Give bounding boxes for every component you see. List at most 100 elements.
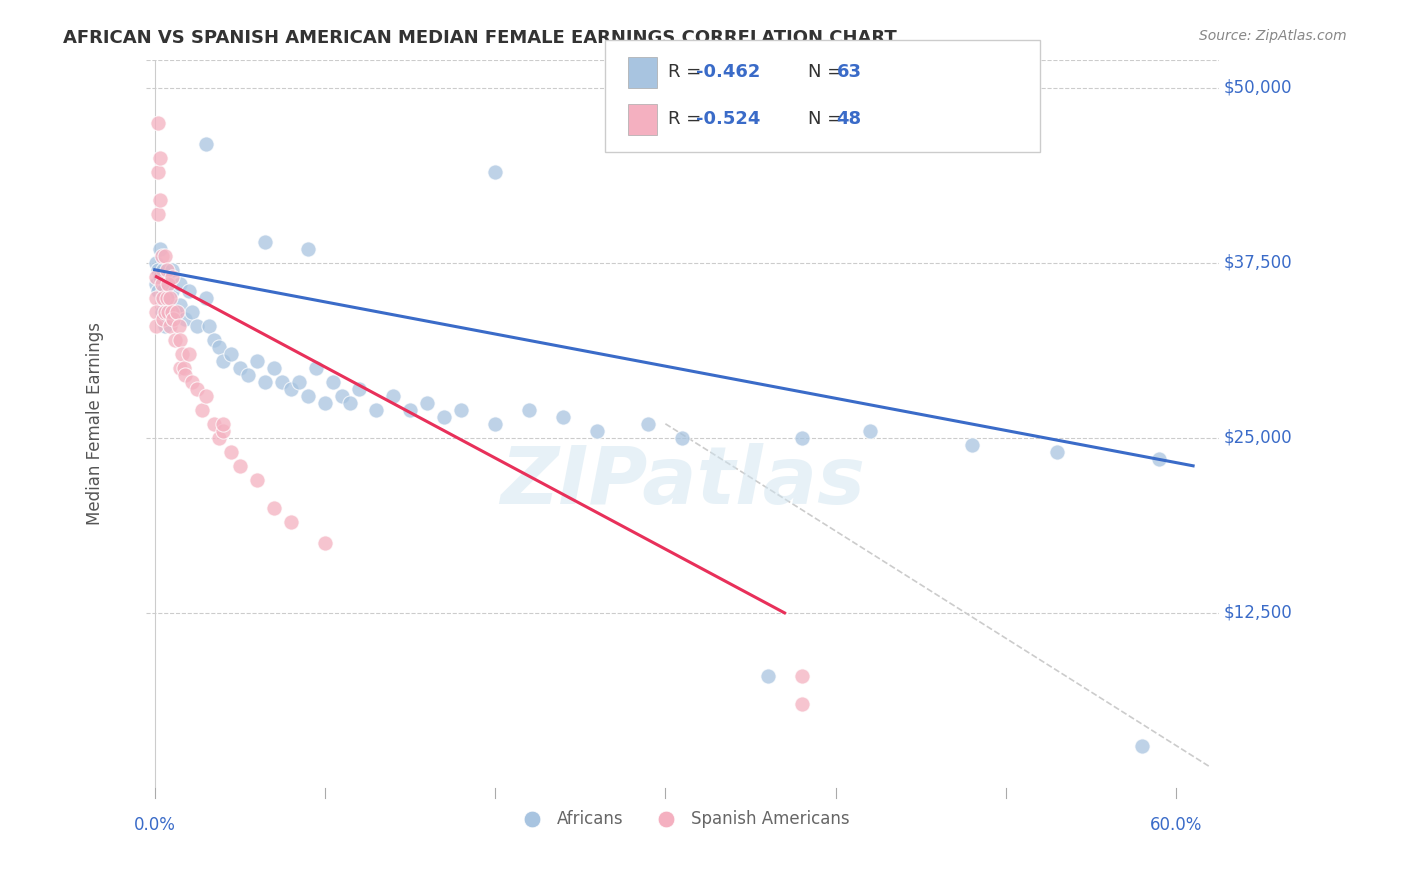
- Point: [169, 360, 191, 375]
- Text: -0.524: -0.524: [696, 111, 761, 128]
- Point: [170, 347, 193, 361]
- Point: [156, 291, 179, 305]
- Point: [416, 396, 439, 410]
- Point: [149, 242, 172, 256]
- Point: [145, 256, 167, 270]
- Point: [157, 304, 180, 318]
- Point: [297, 242, 319, 256]
- Point: [671, 431, 693, 445]
- Point: [399, 402, 422, 417]
- Point: [305, 360, 328, 375]
- Point: [145, 269, 167, 284]
- Point: [174, 368, 197, 382]
- Point: [280, 382, 302, 396]
- Point: [149, 151, 172, 165]
- Point: [159, 318, 181, 333]
- Point: [254, 375, 277, 389]
- Point: [165, 304, 187, 318]
- Point: [160, 304, 183, 318]
- Point: [156, 291, 179, 305]
- Point: [790, 697, 813, 711]
- Point: [1130, 739, 1153, 753]
- Text: AFRICAN VS SPANISH AMERICAN MEDIAN FEMALE EARNINGS CORRELATION CHART: AFRICAN VS SPANISH AMERICAN MEDIAN FEMAL…: [63, 29, 897, 46]
- Point: [288, 375, 311, 389]
- Point: [150, 249, 173, 263]
- Point: [314, 396, 336, 410]
- Text: $12,500: $12,500: [1223, 604, 1292, 622]
- Point: [146, 207, 169, 221]
- Point: [208, 431, 231, 445]
- Point: [191, 402, 214, 417]
- Point: [322, 375, 344, 389]
- Text: Source: ZipAtlas.com: Source: ZipAtlas.com: [1199, 29, 1347, 43]
- Point: [150, 291, 173, 305]
- Point: [553, 409, 575, 424]
- Point: [173, 360, 195, 375]
- Point: [169, 333, 191, 347]
- Point: [1147, 451, 1170, 466]
- Point: [153, 304, 176, 318]
- Point: [517, 402, 540, 417]
- Point: [157, 277, 180, 291]
- Point: [177, 284, 200, 298]
- Point: [960, 438, 983, 452]
- Point: [254, 235, 277, 249]
- Point: [194, 389, 217, 403]
- Text: $25,000: $25,000: [1223, 429, 1292, 447]
- Point: [146, 284, 169, 298]
- Point: [198, 318, 221, 333]
- Point: [221, 445, 243, 459]
- Point: [859, 424, 882, 438]
- Point: [167, 318, 190, 333]
- Point: [153, 298, 176, 312]
- Point: [160, 269, 183, 284]
- Point: [450, 402, 472, 417]
- Point: [149, 269, 172, 284]
- Point: [146, 164, 169, 178]
- Point: [202, 333, 225, 347]
- Point: [297, 389, 319, 403]
- Point: [246, 473, 269, 487]
- Point: [208, 340, 231, 354]
- Point: [246, 353, 269, 368]
- Point: [156, 269, 179, 284]
- Point: [181, 375, 204, 389]
- Point: [194, 136, 217, 151]
- Point: [169, 298, 191, 312]
- Point: [150, 277, 173, 291]
- Point: [150, 304, 173, 318]
- Point: [314, 536, 336, 550]
- Point: [271, 375, 294, 389]
- Point: [160, 284, 183, 298]
- Point: [484, 417, 506, 431]
- Point: [169, 277, 191, 291]
- Point: [211, 424, 233, 438]
- Legend: Africans, Spanish Americans: Africans, Spanish Americans: [509, 803, 856, 834]
- Point: [238, 368, 260, 382]
- Point: [211, 417, 233, 431]
- Point: [152, 311, 174, 326]
- Point: [221, 347, 243, 361]
- Point: [146, 262, 169, 277]
- Text: N =: N =: [808, 111, 848, 128]
- Point: [165, 333, 187, 347]
- Point: [186, 382, 208, 396]
- Point: [157, 304, 180, 318]
- Point: [152, 284, 174, 298]
- Point: [433, 409, 456, 424]
- Point: [162, 311, 184, 326]
- Text: Median Female Earnings: Median Female Earnings: [86, 322, 104, 525]
- Text: R =: R =: [668, 63, 707, 81]
- Point: [152, 291, 174, 305]
- Point: [145, 304, 167, 318]
- Text: 63: 63: [837, 63, 862, 81]
- Point: [1046, 445, 1069, 459]
- Point: [194, 291, 217, 305]
- Point: [280, 515, 302, 529]
- Text: 0.0%: 0.0%: [134, 816, 176, 834]
- Point: [152, 262, 174, 277]
- Text: $37,500: $37,500: [1223, 253, 1292, 272]
- Point: [229, 360, 252, 375]
- Point: [211, 353, 233, 368]
- Point: [229, 458, 252, 473]
